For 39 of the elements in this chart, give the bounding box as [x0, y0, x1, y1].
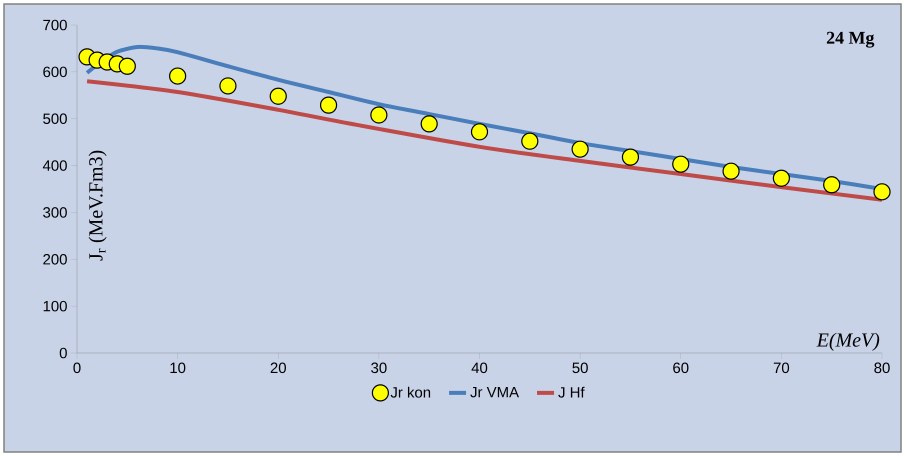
x-tick-label: 50 — [572, 362, 588, 374]
y-tick-label: 700 — [43, 20, 67, 30]
legend-label: J Hf — [558, 386, 585, 398]
point — [772, 170, 790, 187]
point — [572, 140, 589, 158]
x-axis-title: E(MeV) — [816, 332, 880, 351]
legend-label: Jr kon — [390, 386, 430, 398]
y-tick-label: 300 — [43, 207, 67, 218]
x-tick-label: 30 — [371, 362, 387, 374]
point — [270, 88, 287, 105]
legend-label: Jr VMA — [470, 386, 520, 398]
point — [622, 148, 640, 166]
x-tick-label: 60 — [673, 362, 688, 374]
point — [672, 156, 690, 173]
annotation: 24 Mg — [826, 32, 874, 48]
point — [320, 96, 338, 114]
x-tick-label: 70 — [774, 362, 790, 374]
point — [370, 106, 388, 124]
point — [722, 162, 740, 180]
y-tick-label: 0 — [60, 348, 67, 358]
point — [219, 77, 237, 95]
y-tick-label: 600 — [43, 66, 67, 78]
y-tick-label: 500 — [43, 113, 67, 124]
point — [470, 123, 488, 140]
point — [521, 132, 538, 150]
point — [873, 183, 891, 200]
y-axis-title: J$_{r}$ (MeV.Fm3) — [88, 150, 107, 261]
x-tick-label: 0 — [73, 362, 81, 374]
x-tick-label: 80 — [874, 362, 890, 374]
y-tick-label: 100 — [44, 300, 67, 312]
point — [420, 115, 438, 132]
x-tick-label: 10 — [170, 362, 186, 374]
point — [169, 67, 186, 85]
point — [118, 58, 136, 75]
y-tick-label: 400 — [42, 160, 67, 171]
y-tick-label: 200 — [43, 254, 67, 265]
x-tick-label: 20 — [270, 362, 286, 374]
x-tick-label: 40 — [472, 362, 488, 374]
point — [823, 176, 840, 194]
